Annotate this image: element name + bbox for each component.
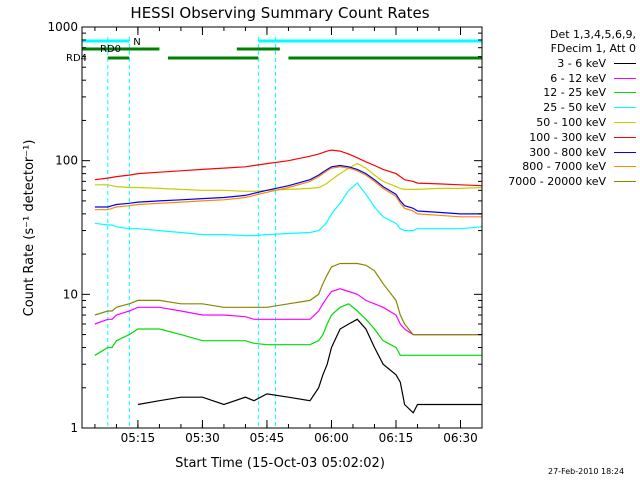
- legend-swatch: [614, 77, 636, 79]
- annotation-bars: N RD0 RD4: [66, 37, 483, 428]
- series-line-1: [94, 288, 482, 336]
- y-tick-label: 1000: [47, 20, 78, 34]
- legend-label: 800 - 7000 keV: [522, 160, 606, 174]
- legend-swatch: [614, 151, 636, 153]
- legend-item-3-6kev: 3 - 6 keV: [468, 56, 636, 71]
- series-line-3: [94, 182, 483, 237]
- legend-swatch: [614, 62, 636, 64]
- x-tick-label: 06:30: [443, 431, 478, 445]
- legend-label: 12 - 25 keV: [543, 86, 606, 100]
- series-line-7: [94, 166, 482, 218]
- legend-label: 3 - 6 keV: [557, 56, 606, 70]
- legend-swatch: [614, 92, 636, 94]
- series-line-6: [94, 164, 482, 215]
- legend-item-12-25kev: 12 - 25 keV: [468, 86, 636, 101]
- legend-item-100-300kev: 100 - 300 keV: [468, 130, 636, 145]
- legend: Det 1,3,4,5,6,9, FDecim 1, Att 0 3 - 6 k…: [468, 28, 636, 189]
- series-layer: [94, 149, 483, 414]
- series-line-2: [94, 303, 482, 356]
- series-line-4: [94, 162, 483, 192]
- x-axis-label: Start Time (15-Oct-03 05:02:02): [175, 456, 385, 471]
- legend-item-25-50kev: 25 - 50 keV: [468, 100, 636, 115]
- legend-label: 50 - 100 keV: [536, 116, 606, 130]
- N-label: N: [133, 37, 140, 48]
- y-axis-label: Count Rate (s⁻¹ detector⁻¹): [22, 140, 37, 317]
- x-tick-label: 05:15: [121, 431, 156, 445]
- legend-label: 100 - 300 keV: [529, 130, 606, 144]
- x-tick-label: 06:00: [314, 431, 349, 445]
- legend-header-line-2: FDecim 1, Att 0: [550, 42, 636, 55]
- legend-item-800-7000kev: 800 - 7000 keV: [468, 160, 636, 175]
- legend-swatch: [614, 107, 636, 109]
- legend-swatch: [614, 166, 636, 168]
- timestamp: 27-Feb-2010 18:24: [548, 467, 625, 476]
- legend-swatch: [614, 122, 636, 124]
- legend-header-line-1: Det 1,3,4,5,6,9,: [549, 28, 636, 41]
- x-tick-label: 05:30: [185, 431, 220, 445]
- y-tick-label: 100: [55, 154, 78, 168]
- legend-label: 7000 - 20000 keV: [508, 175, 606, 189]
- plot-frame: [81, 26, 483, 429]
- x-tick-label: 05:45: [250, 431, 285, 445]
- legend-label: 6 - 12 keV: [550, 71, 606, 85]
- y-tick-label: 10: [63, 287, 78, 301]
- legend-label: 25 - 50 keV: [543, 101, 606, 115]
- axes: 1 10 100 1000 05:15 05:30 05:45 06:00 06:15 06:30: [47, 20, 483, 445]
- y-tick-label: 1: [70, 421, 78, 435]
- series-line-8: [94, 262, 482, 336]
- legend-item-7000-20000kev: 7000 - 20000 keV: [468, 174, 636, 189]
- legend-item-50-100kev: 50 - 100 keV: [468, 115, 636, 130]
- RD4-label: RD4: [66, 53, 87, 64]
- legend-item-6-12kev: 6 - 12 keV: [468, 71, 636, 86]
- legend-label: 300 - 800 keV: [529, 145, 606, 159]
- legend-item-300-800kev: 300 - 800 keV: [468, 145, 636, 160]
- chart-title: HESSI Observing Summary Count Rates: [130, 4, 429, 22]
- RD0-label: RD0: [100, 44, 121, 55]
- legend-swatch: [614, 181, 636, 183]
- series-line-5: [94, 149, 483, 187]
- x-tick-label: 06:15: [379, 431, 414, 445]
- legend-swatch: [614, 136, 636, 138]
- series-line-0: [137, 318, 482, 414]
